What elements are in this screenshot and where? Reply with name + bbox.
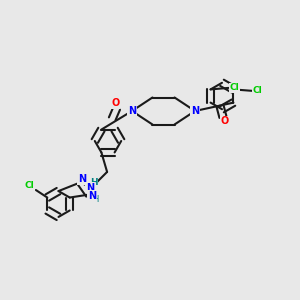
Text: O: O — [220, 116, 229, 127]
Text: Cl: Cl — [24, 181, 34, 190]
Text: N: N — [78, 174, 86, 184]
Text: N: N — [88, 191, 96, 201]
Text: N: N — [86, 182, 94, 193]
Text: Cl: Cl — [253, 86, 262, 95]
Text: O: O — [111, 98, 119, 108]
Text: N: N — [128, 106, 136, 116]
Text: N: N — [191, 106, 199, 116]
Text: H: H — [90, 178, 98, 187]
Text: H: H — [93, 195, 99, 204]
Text: Cl: Cl — [230, 83, 239, 92]
